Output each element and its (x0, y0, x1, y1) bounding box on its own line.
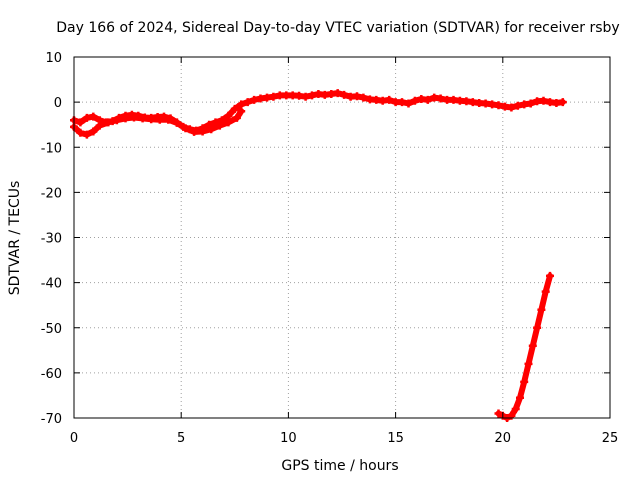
data-point (537, 305, 546, 314)
data-point (237, 107, 246, 116)
y-tick-label: -40 (41, 277, 62, 292)
data-point (89, 112, 98, 121)
data-point (524, 359, 533, 368)
y-tick-label: -60 (41, 367, 62, 382)
data-point (528, 341, 537, 350)
data-point (385, 95, 394, 104)
data-point (513, 101, 522, 110)
chart-title: Day 166 of 2024, Sidereal Day-to-day VTE… (56, 20, 619, 36)
data-point (494, 101, 503, 110)
data-point (198, 127, 207, 136)
series-line (495, 272, 553, 421)
x-tick-label: 0 (70, 431, 78, 446)
data-point (95, 121, 104, 130)
y-tick-label: 10 (45, 51, 62, 66)
data-point (526, 99, 535, 108)
data-point (511, 405, 520, 413)
data-point (541, 287, 550, 296)
data-point (112, 116, 121, 125)
y-tick-label: -20 (41, 186, 62, 201)
data-point (224, 111, 233, 120)
data-point (398, 98, 406, 107)
data-point (539, 96, 548, 105)
x-axis-label: GPS time / hours (281, 458, 398, 474)
data-point (533, 323, 542, 332)
y-tick-label: -50 (41, 322, 62, 337)
data-point (404, 99, 413, 108)
data-point (232, 113, 241, 122)
series-line (71, 90, 566, 134)
data-point (243, 98, 252, 107)
data-point (147, 115, 156, 124)
y-axis-label: SDTVAR / TECUs (7, 181, 23, 296)
x-tick-label: 25 (602, 431, 619, 446)
data-point (130, 113, 138, 122)
data-point (155, 115, 164, 124)
series-group (70, 89, 567, 422)
data-point (436, 94, 445, 103)
data-point (82, 130, 91, 139)
data-point (308, 91, 316, 100)
data-point (230, 104, 239, 113)
data-point (76, 118, 85, 127)
series-line (71, 108, 245, 138)
y-tick-label: 0 (54, 96, 62, 111)
x-tick-label: 20 (495, 431, 512, 446)
x-tick-label: 5 (177, 431, 185, 446)
y-tick-label: -70 (41, 412, 62, 427)
data-point (181, 124, 190, 133)
data-point (333, 89, 342, 98)
data-point (301, 92, 310, 101)
data-point (138, 114, 147, 123)
grid (74, 57, 610, 418)
data-point (340, 90, 349, 99)
data-point (237, 100, 246, 109)
data-point (82, 113, 91, 122)
x-tick-label: 10 (280, 431, 297, 446)
data-point (269, 92, 278, 101)
data-point (410, 96, 419, 105)
data-point (104, 118, 113, 127)
data-point (359, 93, 368, 102)
data-point (558, 98, 567, 107)
data-point (423, 95, 432, 104)
data-point (520, 377, 529, 386)
x-tick-label: 15 (387, 431, 404, 446)
data-point (215, 121, 224, 130)
data-point (353, 92, 361, 101)
data-point (121, 114, 130, 123)
data-point (190, 127, 199, 136)
data-point (89, 127, 98, 136)
data-point (164, 115, 173, 124)
data-point (224, 118, 233, 127)
data-point (494, 409, 503, 418)
y-tick-label: -30 (41, 232, 62, 247)
y-tick-label: -10 (41, 141, 62, 156)
data-point (546, 271, 554, 280)
data-point (516, 393, 524, 402)
data-point (172, 118, 181, 127)
x-axis: 0 5 10 15 20 25 (70, 57, 618, 446)
data-point (207, 125, 216, 134)
y-axis: 10 0 -10 -20 -30 -40 -50 -60 -70 (41, 51, 610, 427)
data-point (507, 103, 516, 112)
data-point (76, 128, 85, 137)
data-point (250, 95, 259, 104)
